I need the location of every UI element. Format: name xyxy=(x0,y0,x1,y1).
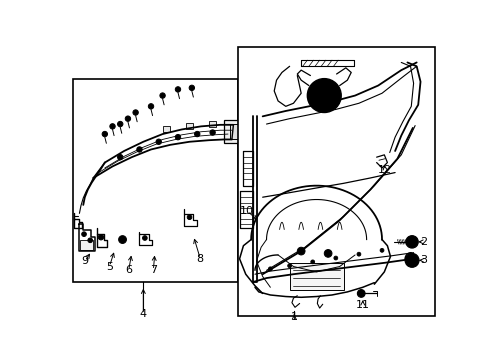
Circle shape xyxy=(357,289,365,297)
Bar xyxy=(238,47,435,316)
Bar xyxy=(209,121,217,127)
Circle shape xyxy=(133,110,138,115)
Circle shape xyxy=(319,90,330,101)
Circle shape xyxy=(148,104,154,109)
Bar xyxy=(224,120,238,143)
Circle shape xyxy=(119,236,126,243)
Text: 2: 2 xyxy=(420,237,427,247)
Circle shape xyxy=(408,256,416,264)
Circle shape xyxy=(82,232,86,237)
Circle shape xyxy=(380,248,384,252)
Circle shape xyxy=(189,85,195,91)
Bar xyxy=(80,240,93,249)
Circle shape xyxy=(406,236,418,248)
Text: 12: 12 xyxy=(378,165,392,175)
Bar xyxy=(230,124,238,139)
Circle shape xyxy=(288,264,292,267)
Circle shape xyxy=(314,85,335,106)
Circle shape xyxy=(102,131,107,137)
Circle shape xyxy=(175,134,181,140)
Circle shape xyxy=(334,256,338,260)
Circle shape xyxy=(98,235,104,240)
Circle shape xyxy=(297,247,305,255)
Circle shape xyxy=(269,267,272,271)
Text: 7: 7 xyxy=(150,265,157,275)
Circle shape xyxy=(110,124,115,129)
Circle shape xyxy=(210,130,215,135)
Bar xyxy=(163,126,171,132)
Circle shape xyxy=(156,139,161,144)
Text: 6: 6 xyxy=(125,265,132,275)
Text: 8: 8 xyxy=(197,254,204,264)
Circle shape xyxy=(357,252,361,256)
Circle shape xyxy=(411,259,414,262)
Circle shape xyxy=(311,260,315,264)
Circle shape xyxy=(307,78,341,112)
Circle shape xyxy=(409,239,415,245)
Circle shape xyxy=(88,238,93,243)
Text: 9: 9 xyxy=(81,256,88,266)
Circle shape xyxy=(143,236,147,240)
Text: 1: 1 xyxy=(291,312,298,322)
Circle shape xyxy=(121,238,124,242)
Circle shape xyxy=(405,253,419,267)
Circle shape xyxy=(125,116,131,121)
Text: 11: 11 xyxy=(356,300,370,310)
Circle shape xyxy=(187,215,192,220)
Bar xyxy=(186,123,194,130)
Bar xyxy=(290,263,343,289)
Text: 5: 5 xyxy=(106,261,113,271)
Circle shape xyxy=(118,121,123,127)
Bar xyxy=(74,80,238,282)
Text: 3: 3 xyxy=(420,255,427,265)
Text: 10: 10 xyxy=(240,206,254,216)
Circle shape xyxy=(118,154,123,160)
Circle shape xyxy=(195,131,200,137)
Circle shape xyxy=(175,87,181,92)
Text: 4: 4 xyxy=(140,309,147,319)
Circle shape xyxy=(137,147,142,152)
Circle shape xyxy=(160,93,165,98)
Circle shape xyxy=(324,249,332,257)
